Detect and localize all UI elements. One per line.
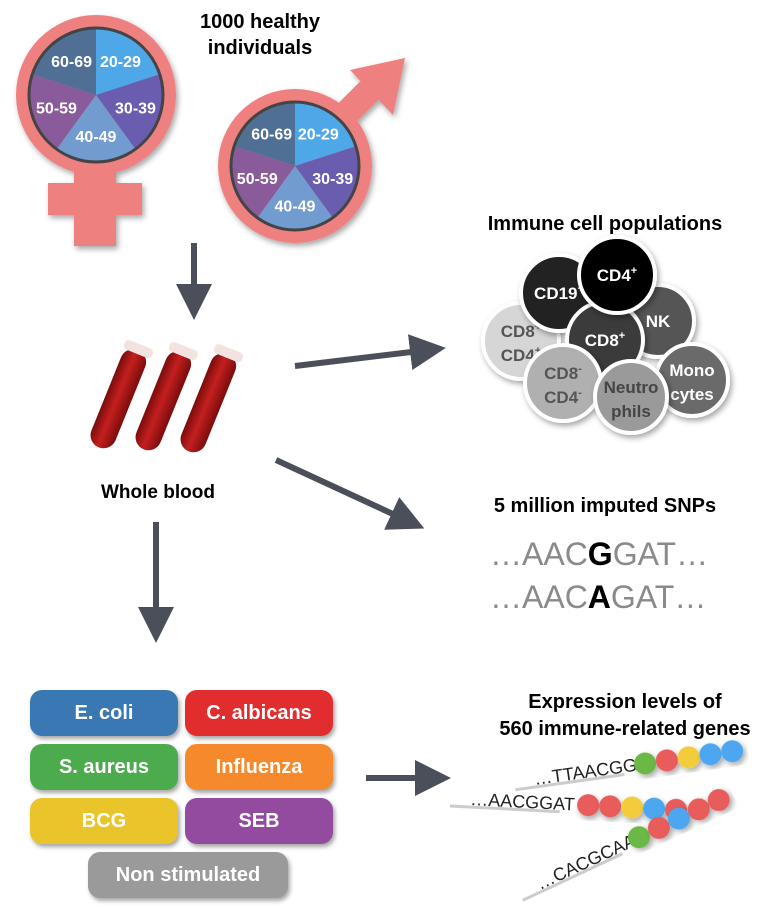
svg-text:CD8+: CD8+ (585, 330, 625, 350)
expression-bead (599, 795, 622, 818)
pie-label: 20-29 (100, 54, 141, 71)
expression-bead (627, 826, 650, 849)
gene-sequence: …AACGGAT (470, 789, 576, 814)
expression-strand: …AACGGAT (449, 789, 688, 821)
snp-sequence-1: …AACGGAT… (490, 536, 708, 572)
pie-slice-30-39 (295, 146, 359, 218)
stimulus-c-albicans: C. albicans (185, 690, 333, 736)
pie-slice-30-39 (96, 74, 163, 150)
pie-label: 60-69 (51, 54, 92, 71)
expression-bead (677, 746, 700, 769)
pie-slice-40-49 (56, 95, 136, 162)
arrow-to-snps (274, 457, 425, 530)
pie-label: 40-49 (76, 129, 117, 146)
gene-sequence: …CACGCAA (533, 830, 638, 893)
pie-label: 40-49 (275, 198, 316, 215)
stimulus-non-stimulated: Non stimulated (88, 852, 288, 898)
svg-text:CD8-: CD8- (544, 363, 582, 383)
svg-text:cytes: cytes (670, 385, 713, 404)
stimulus-influenza: Influenza (185, 744, 333, 790)
pie-label: 50-59 (36, 100, 77, 117)
cell-monocytes: Mono cytes (654, 342, 730, 418)
cell-cd8cd4: CD8- CD4- (523, 343, 603, 423)
stimulus-seb: SEB (185, 798, 333, 844)
title-line-2: individuals (208, 37, 312, 59)
pie-slice-20-29 (96, 28, 160, 95)
expression-bead (634, 752, 657, 775)
stimulus-bcg: BCG (30, 798, 178, 844)
whole-blood-label: Whole blood (101, 482, 215, 503)
expression-bead (647, 816, 670, 839)
svg-text:NK: NK (646, 312, 671, 331)
pie-label: 20-29 (298, 126, 339, 143)
blood-tubes-icon (90, 340, 243, 453)
svg-text:CD19+: CD19+ (534, 283, 584, 303)
snp-sequence-2: …AACAGAT… (490, 579, 706, 615)
expression-bead (687, 798, 710, 821)
pie-label: 50-59 (237, 171, 278, 188)
cell-cd4: CD4+ (577, 235, 657, 315)
expression-strand: …TTAACGG (515, 740, 744, 792)
expression-title-2: 560 immune-related genes (499, 718, 750, 740)
expression-bead (721, 740, 744, 763)
svg-text:CD4+: CD4+ (501, 345, 541, 365)
male-age-pie: 20-29 30-39 40-49 50-59 60-69 (229, 100, 361, 232)
arrow-to-cells (294, 334, 446, 371)
pie-slice-60-69 (234, 102, 295, 166)
expression-strands: …TTAACGG…AACGGAT …CACGCAA (449, 740, 744, 902)
pie-slice-60-69 (32, 28, 96, 95)
gene-sequence: …TTAACGG (533, 755, 638, 789)
title-line-1: 1000 healthy (200, 11, 321, 33)
pie-label: 30-39 (312, 171, 353, 188)
expression-bead (655, 749, 678, 772)
pie-slice-50-59 (29, 74, 97, 150)
svg-text:CD4+: CD4+ (597, 265, 637, 285)
female-age-pie: 20-29 30-39 40-49 50-59 60-69 (27, 26, 165, 164)
expression-bead (577, 794, 600, 817)
svg-text:Mono: Mono (669, 361, 714, 380)
immune-title: Immune cell populations (488, 213, 722, 235)
stimulus-e-coli: E. coli (30, 690, 178, 736)
pie-slice-20-29 (295, 102, 356, 166)
expression-bead (621, 796, 644, 819)
expression-bead (667, 807, 690, 830)
svg-text:phils: phils (611, 402, 651, 421)
expression-title-1: Expression levels of (528, 691, 722, 713)
svg-text:Neutro: Neutro (604, 378, 659, 397)
cell-neutrophils: Neutro phils (593, 359, 669, 435)
immune-cells: CD8+CD4+CD19+NKCD8+MonocytesCD4+CD8-CD4-… (481, 235, 730, 435)
pie-label: 30-39 (115, 100, 156, 117)
pie-slice-40-49 (257, 166, 333, 231)
snps-title: 5 million imputed SNPs (494, 495, 716, 517)
expression-bead (699, 743, 722, 766)
pie-label: 60-69 (251, 126, 292, 143)
stimulus-s-aureus: S. aureus (30, 744, 178, 790)
flow-arrows (138, 243, 451, 796)
svg-text:CD4-: CD4- (544, 387, 582, 407)
expression-bead (643, 797, 666, 820)
pie-slice-50-59 (231, 146, 295, 218)
expression-bead (707, 789, 730, 812)
